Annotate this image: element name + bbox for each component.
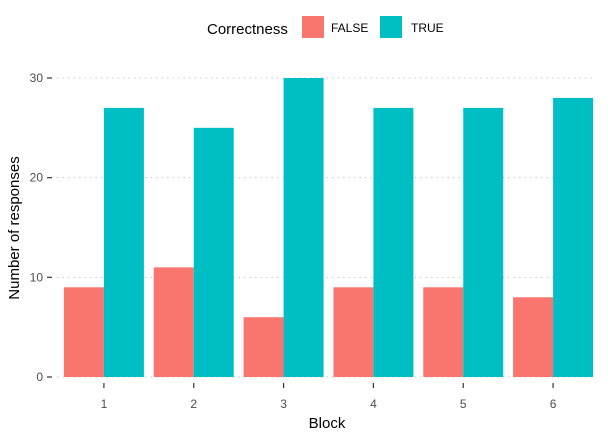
legend-title: Correctness — [207, 21, 288, 38]
bar-false-block-5 — [423, 287, 464, 377]
x-tick-label-6: 6 — [550, 397, 557, 411]
x-tick-label-3: 3 — [280, 397, 287, 411]
bar-false-block-4 — [333, 287, 374, 377]
y-tick-label-10: 10 — [30, 270, 44, 284]
y-tick-label-0: 0 — [36, 370, 43, 384]
bar-false-block-6 — [513, 297, 554, 377]
x-axis-title: Block — [309, 415, 346, 432]
bar-true-block-6 — [553, 97, 594, 377]
bar-true-block-5 — [463, 107, 504, 378]
bar-true-block-3 — [283, 78, 324, 377]
grid-lines — [57, 77, 596, 378]
legend: Correctness FALSE TRUE — [207, 16, 444, 38]
y-tick-label-30: 30 — [30, 71, 44, 85]
bar-false-block-1 — [63, 287, 104, 377]
legend-label-true: TRUE — [411, 21, 444, 35]
bar-false-block-2 — [153, 267, 194, 377]
x-tick-label-5: 5 — [460, 397, 467, 411]
x-tick-label-2: 2 — [190, 397, 197, 411]
y-tick-label-20: 20 — [30, 171, 44, 185]
bar-false-block-3 — [243, 317, 284, 377]
bars — [63, 78, 594, 378]
x-axis-ticks: 1 2 3 4 5 6 — [101, 383, 557, 411]
y-axis-title: Number of responses — [6, 156, 23, 299]
legend-key-true — [380, 16, 402, 38]
y-axis-ticks: 0 10 20 30 — [30, 71, 52, 384]
bar-true-block-2 — [193, 127, 234, 377]
legend-label-false: FALSE — [331, 21, 368, 35]
x-tick-label-1: 1 — [101, 397, 108, 411]
legend-key-false — [302, 16, 324, 38]
bar-true-block-4 — [373, 107, 414, 378]
x-tick-label-4: 4 — [370, 397, 377, 411]
bar-true-block-1 — [103, 107, 144, 378]
